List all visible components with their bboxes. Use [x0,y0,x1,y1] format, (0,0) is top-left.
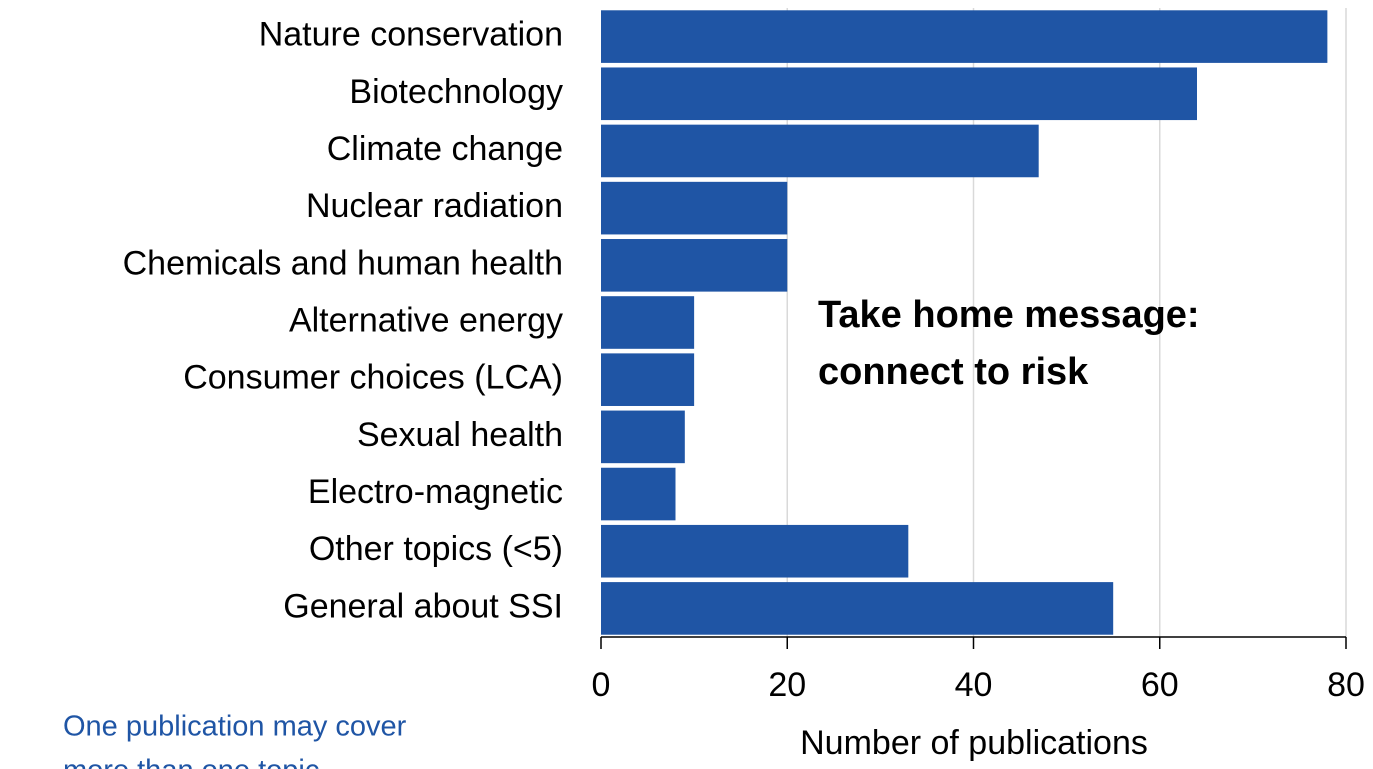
y-tick-label: Nature conservation [259,16,563,54]
bar [601,239,788,292]
bar [601,296,695,349]
bar [601,10,1328,63]
y-tick-label: Consumer choices (LCA) [183,359,563,397]
bar [601,410,685,464]
y-tick-label: Nuclear radiation [306,187,563,225]
bar [601,582,1114,635]
note: One publication may cover [63,711,407,743]
x-axis-label: Number of publications [800,724,1148,762]
y-tick-label: Sexual health [357,416,563,454]
annotation: Take home message: [818,294,1200,336]
bar [601,124,1039,178]
x-tick-label: 80 [1327,666,1365,704]
bar [601,524,909,578]
annotation: connect to risk [818,351,1089,393]
y-tick-label: Electro-magnetic [308,473,563,511]
x-tick-label: 20 [768,666,806,704]
bar [601,467,676,521]
y-tick-label: Climate change [327,130,563,168]
note: more than one topic [63,755,319,769]
y-tick-label: Other topics (<5) [309,530,563,568]
y-tick-label: Biotechnology [349,73,563,111]
y-tick-label: General about SSI [283,587,563,625]
bar [601,353,695,406]
x-tick-label: 60 [1141,666,1179,704]
x-tick-label: 0 [592,666,611,704]
x-tick-label: 40 [955,666,993,704]
bar [601,181,788,235]
y-tick-label: Alternative energy [289,301,563,339]
y-tick-label: Chemicals and human health [123,244,563,282]
bar [601,67,1197,121]
